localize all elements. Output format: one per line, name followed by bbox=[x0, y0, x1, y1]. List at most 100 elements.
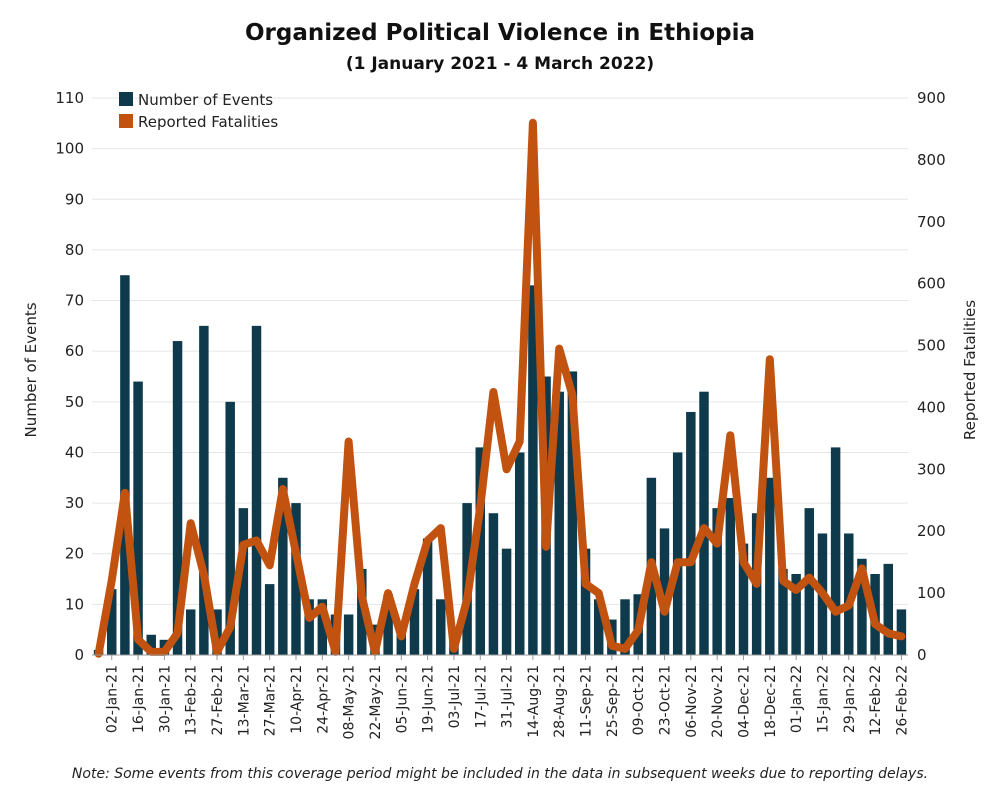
event-bar bbox=[528, 285, 538, 655]
fatalities-point bbox=[110, 579, 114, 583]
right-tick-label: 0 bbox=[917, 646, 927, 664]
right-axis: 0 100 200 300 400 500 600 700 800 900 bbox=[917, 89, 946, 664]
event-bar bbox=[765, 477, 775, 655]
fatalities-line bbox=[94, 118, 906, 658]
x-tick-label: 05-Jun-21 bbox=[394, 665, 410, 733]
fatalities-point bbox=[636, 628, 640, 632]
fatalities-point bbox=[294, 551, 298, 555]
x-tick-label: 12-Feb-22 bbox=[868, 665, 884, 736]
left-tick-label: 110 bbox=[55, 89, 84, 107]
event-bar bbox=[659, 528, 670, 655]
x-tick-label: 20-Nov-21 bbox=[710, 665, 726, 738]
right-tick-label: 700 bbox=[917, 213, 946, 231]
fatalities-point bbox=[847, 603, 851, 607]
event-bar bbox=[133, 381, 143, 655]
event-bar bbox=[317, 599, 328, 655]
fatalities-point bbox=[899, 634, 903, 638]
footnote: Note: Some events from this coverage per… bbox=[71, 766, 929, 782]
left-tick-label: 30 bbox=[65, 494, 84, 512]
fatalities-point bbox=[860, 566, 864, 570]
fatalities-point bbox=[241, 543, 245, 547]
fatalities-point bbox=[268, 563, 272, 567]
event-bar bbox=[791, 573, 801, 655]
event-bar bbox=[304, 599, 314, 655]
fatalities-point bbox=[478, 504, 482, 508]
fatalities-point bbox=[320, 605, 324, 609]
event-bar bbox=[672, 452, 683, 655]
left-tick-label: 60 bbox=[65, 342, 84, 360]
fatalities-point bbox=[307, 616, 311, 620]
right-tick-label: 300 bbox=[917, 460, 946, 478]
fatalities-point bbox=[557, 347, 561, 351]
x-tick-label: 28-Aug-21 bbox=[552, 665, 568, 738]
x-tick-label: 24-Apr-21 bbox=[315, 665, 331, 734]
x-tick-label: 01-Jan-22 bbox=[789, 665, 805, 733]
x-tick-label: 23-Oct-21 bbox=[658, 665, 674, 735]
x-tick-label: 31-Jul-21 bbox=[500, 665, 516, 728]
event-bar bbox=[199, 325, 209, 655]
right-tick-label: 100 bbox=[917, 584, 946, 602]
x-axis: 02-Jan-21 16-Jan-21 30-Jan-21 13-Feb-21 27-F… bbox=[92, 654, 910, 739]
chart-title: Organized Political Violence in Ethiopia bbox=[244, 20, 756, 46]
fatalities-point bbox=[820, 591, 824, 595]
fatalities-point bbox=[715, 542, 719, 546]
x-tick-label: 06-Nov-21 bbox=[684, 665, 700, 738]
x-tick-label: 29-Jan-22 bbox=[842, 665, 858, 733]
fatalities-point bbox=[663, 610, 667, 614]
event-bar bbox=[778, 568, 788, 655]
x-tick-label: 11-Sep-21 bbox=[579, 665, 595, 737]
fatalities-point bbox=[162, 650, 166, 654]
fatalities-point bbox=[281, 487, 285, 491]
event-bar bbox=[830, 447, 841, 655]
fatalities-point bbox=[570, 393, 574, 397]
fatalities-point bbox=[491, 390, 495, 394]
fatalities-point bbox=[807, 576, 811, 580]
fatalities-point bbox=[505, 467, 509, 471]
fatalities-point bbox=[781, 579, 785, 583]
event-bar bbox=[686, 411, 696, 655]
chart-area: 0 10 20 30 40 50 60 70 80 90 100 110 0 100 200 300 400 5… bbox=[22, 89, 979, 739]
fatalities-point bbox=[741, 560, 745, 564]
fatalities-point bbox=[373, 650, 377, 654]
event-bar bbox=[396, 634, 407, 655]
fatalities-point bbox=[215, 650, 219, 654]
fatalities-point bbox=[228, 625, 232, 629]
x-tick-label: 14-Aug-21 bbox=[526, 665, 542, 738]
chart-subtitle: (1 January 2021 - 4 March 2022) bbox=[345, 54, 655, 74]
event-bar bbox=[554, 391, 564, 655]
left-tick-label: 10 bbox=[65, 595, 84, 613]
left-tick-label: 0 bbox=[74, 646, 84, 664]
x-tick-label: 10-Apr-21 bbox=[289, 665, 305, 734]
event-bar bbox=[580, 548, 591, 655]
x-tick-label: 03-Jul-21 bbox=[447, 665, 463, 728]
left-tick-label: 50 bbox=[65, 393, 84, 411]
fatalities-point bbox=[886, 631, 890, 635]
fatalities-point bbox=[123, 491, 127, 495]
fatalities-point bbox=[426, 539, 430, 543]
left-tick-label: 100 bbox=[55, 140, 84, 158]
fatalities-point bbox=[333, 650, 337, 654]
fatalities-point bbox=[597, 591, 601, 595]
event-bar bbox=[436, 599, 446, 655]
event-bar bbox=[409, 589, 420, 655]
x-tick-label: 18-Dec-21 bbox=[763, 665, 779, 738]
event-bar bbox=[593, 599, 604, 655]
event-bar bbox=[620, 599, 630, 655]
line-series bbox=[94, 118, 906, 658]
x-tick-label: 02-Jan-21 bbox=[105, 665, 121, 733]
event-bar bbox=[475, 447, 485, 655]
fatalities-point bbox=[518, 439, 522, 443]
event-bar bbox=[515, 452, 525, 655]
right-tick-label: 200 bbox=[917, 522, 946, 540]
left-tick-label: 20 bbox=[65, 545, 84, 563]
fatalities-point bbox=[544, 545, 548, 549]
x-tick-label: 16-Jan-21 bbox=[131, 665, 147, 733]
x-tick-label: 09-Oct-21 bbox=[631, 665, 647, 735]
x-tick-label: 13-Feb-21 bbox=[184, 665, 200, 736]
x-tick-label: 25-Sep-21 bbox=[605, 665, 621, 737]
x-tick-label: 13-Mar-21 bbox=[236, 665, 252, 736]
fatalities-point bbox=[689, 560, 693, 564]
event-bar bbox=[725, 498, 736, 655]
fatalities-point bbox=[452, 647, 456, 651]
left-tick-label: 90 bbox=[65, 190, 84, 208]
